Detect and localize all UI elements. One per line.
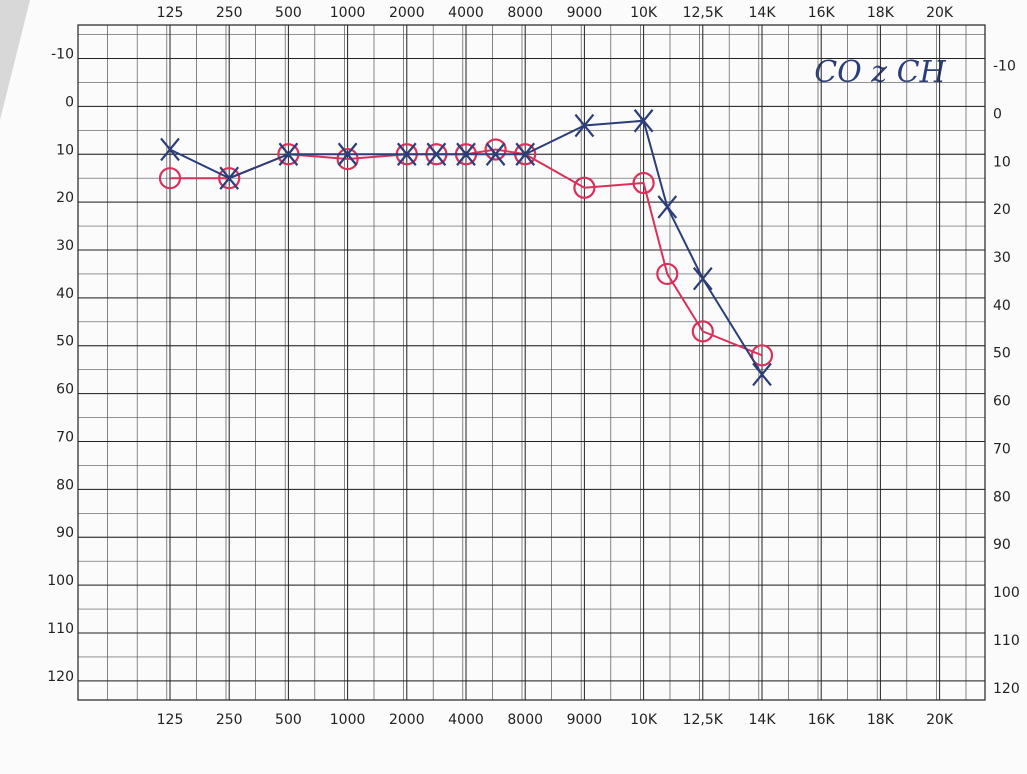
x-tick-label-top: 1000 (330, 5, 366, 21)
marker-x (752, 362, 772, 387)
x-tick-label-bottom: 18K (867, 712, 895, 728)
x-tick-label-bottom: 125 (157, 712, 184, 728)
y-tick-label: 100 (47, 573, 74, 589)
marker-x (485, 142, 506, 166)
y-tick-label: 90 (56, 525, 74, 541)
marker-circle (573, 176, 596, 199)
y-tick-label-right: 10 (993, 154, 1011, 170)
marker-x (219, 166, 240, 190)
marker-circle (484, 138, 507, 161)
y-tick-label: -10 (51, 47, 74, 63)
x-tick-label-bottom: 20K (926, 712, 954, 728)
x-tick-label-bottom: 2000 (389, 712, 425, 728)
y-tick-label-right: 100 (993, 585, 1020, 601)
x-tick-label-bottom: 14K (749, 712, 777, 728)
y-tick-label-right: 30 (993, 250, 1011, 266)
x-tick-label-bottom: 4000 (448, 712, 484, 728)
y-tick-label: 50 (56, 334, 74, 350)
series-line (169, 119, 763, 375)
y-tick-label: 10 (56, 142, 74, 158)
y-tick-label-right: 60 (993, 394, 1011, 410)
marker-circle (750, 344, 774, 367)
x-tick-label-bottom: 12,5K (683, 712, 724, 728)
marker-x (657, 195, 678, 219)
y-tick-label: 110 (47, 621, 74, 637)
x-tick-label-bottom: 250 (216, 712, 243, 728)
marker-x (396, 142, 417, 166)
x-tick-label-top: 500 (275, 5, 302, 21)
marker-circle (691, 320, 714, 343)
marker-x (515, 142, 536, 166)
x-tick-label-top: 125 (157, 5, 184, 21)
x-tick-label-bottom: 500 (275, 712, 302, 728)
marker-x (160, 137, 180, 162)
y-tick-label: 40 (56, 286, 74, 302)
marker-x (574, 113, 595, 138)
marker-circle (218, 167, 241, 190)
x-tick-label-bottom: 10K (630, 712, 658, 728)
x-tick-label-top: 2000 (389, 5, 425, 21)
y-tick-label: 20 (56, 190, 74, 206)
marker-x (426, 142, 447, 166)
marker-circle (632, 171, 655, 195)
y-tick-label-right: 70 (993, 441, 1011, 457)
x-tick-label-top: 10K (630, 5, 658, 21)
marker-x (633, 109, 654, 133)
y-tick-label: 70 (56, 429, 74, 445)
marker-circle (336, 147, 359, 171)
marker-circle (158, 167, 182, 190)
x-tick-label-bottom: 1000 (330, 712, 366, 728)
plot-frame (77, 24, 986, 701)
x-tick-label-top: 8000 (507, 5, 543, 21)
y-tick-label: 60 (56, 382, 74, 398)
y-tick-label: 0 (65, 94, 74, 110)
marker-circle (656, 262, 679, 286)
x-tick-label-top: 18K (867, 5, 895, 21)
x-tick-label-top: 4000 (448, 5, 484, 21)
x-tick-label-top: 9000 (567, 5, 603, 21)
x-tick-label-top: 14K (749, 5, 777, 21)
x-tick-label-bottom: 8000 (507, 712, 543, 728)
y-tick-label: 120 (47, 669, 74, 685)
marker-x (456, 142, 476, 166)
y-tick-label-right: 20 (993, 202, 1011, 218)
x-tick-label-bottom: 16K (808, 712, 836, 728)
marker-x (337, 142, 358, 166)
y-tick-label-right: 0 (993, 106, 1002, 122)
x-tick-label-top: 12,5K (683, 5, 724, 21)
x-tick-label-bottom: 9000 (567, 712, 603, 728)
y-tick-label-right: 80 (993, 489, 1011, 505)
y-tick-label-right: 110 (993, 633, 1020, 649)
marker-x (278, 142, 299, 166)
y-tick-label-right: 40 (993, 298, 1011, 314)
y-tick-label-right: 90 (993, 537, 1011, 553)
y-tick-label-right: 120 (993, 681, 1020, 697)
y-tick-label-right: 50 (993, 346, 1011, 362)
marker-x (692, 267, 713, 291)
x-tick-label-top: 16K (808, 5, 836, 21)
x-tick-label-top: 20K (926, 5, 954, 21)
x-tick-label-top: 250 (216, 5, 243, 21)
y-tick-label-right: -10 (993, 59, 1016, 75)
y-tick-label: 80 (56, 477, 74, 493)
scan-shadow (0, 0, 30, 120)
y-tick-label: 30 (56, 238, 74, 254)
